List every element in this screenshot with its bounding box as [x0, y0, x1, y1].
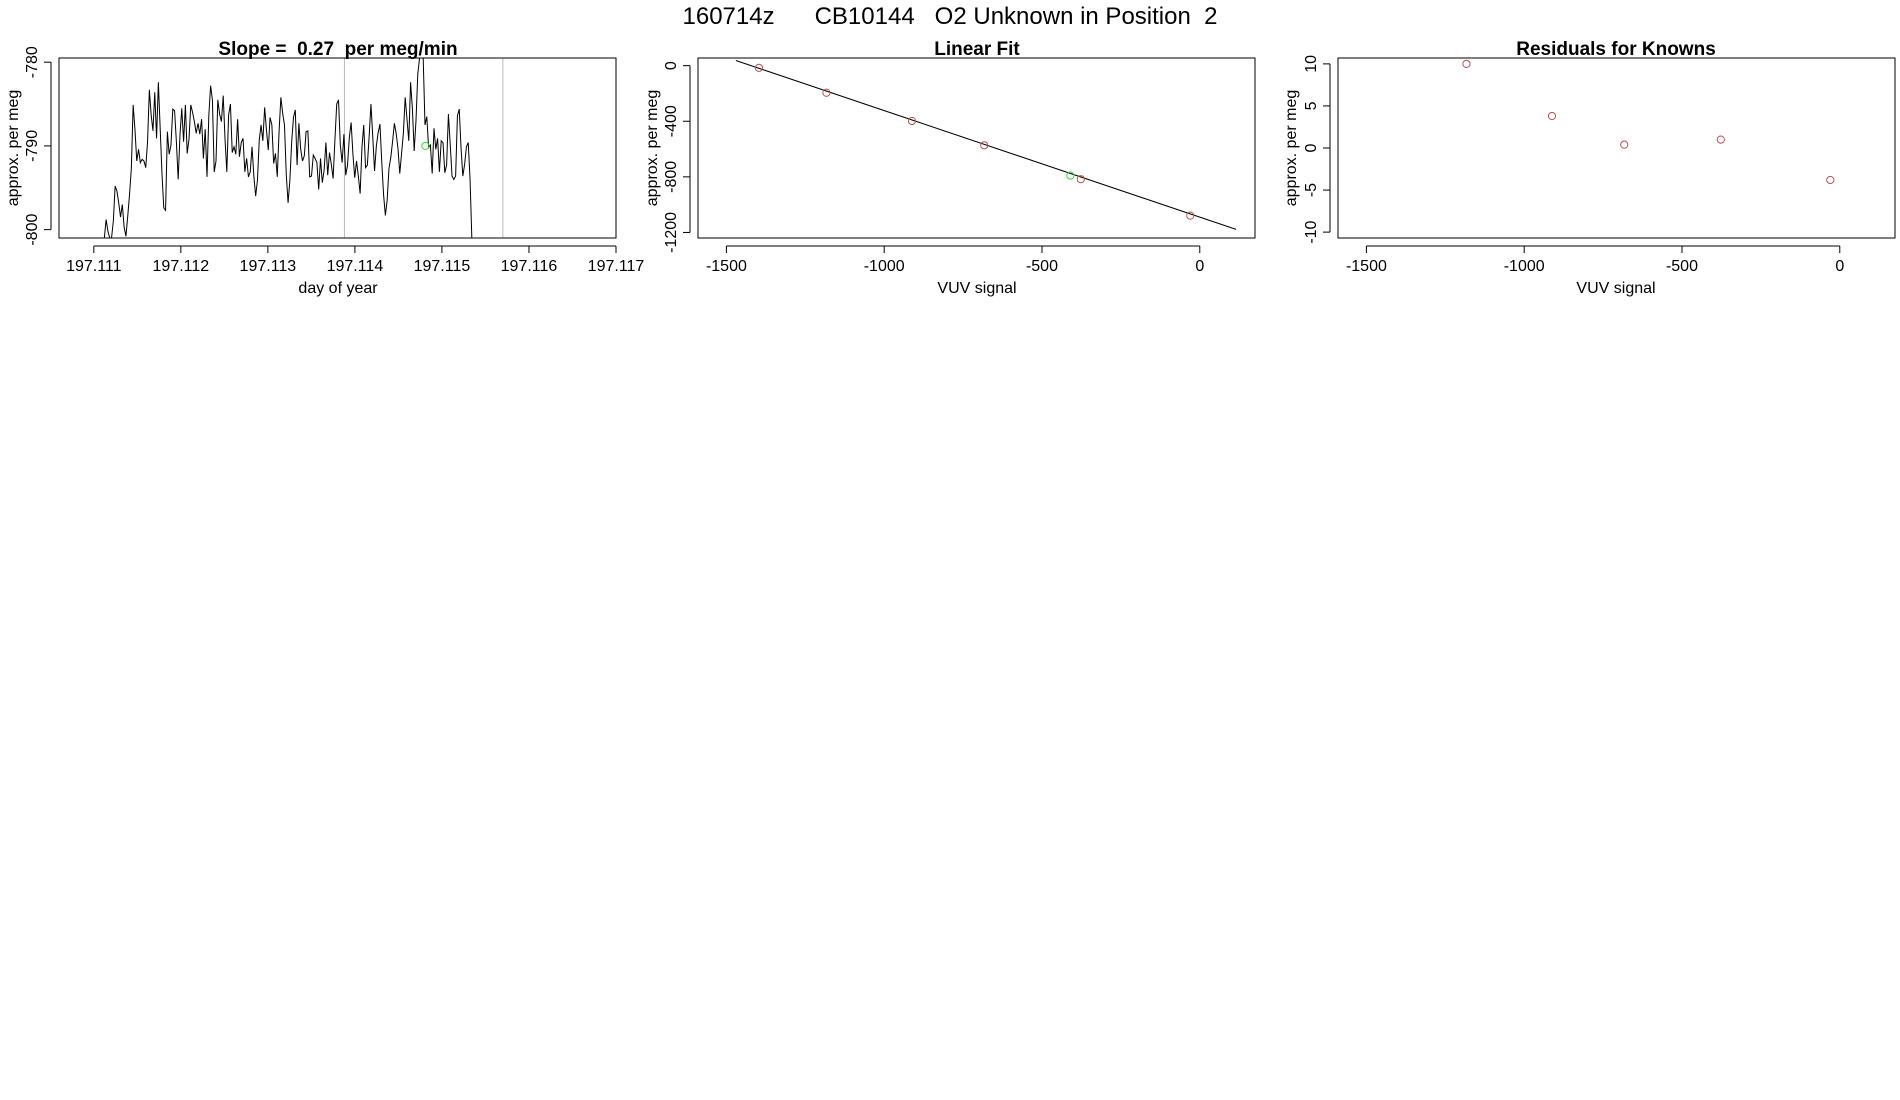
panel-3-plot-frame	[1337, 57, 1896, 239]
panel-3-title: Residuals for Knowns	[1516, 39, 1716, 60]
panel-2-y-tick-label: 0	[663, 61, 680, 70]
panel-1-title: Slope = 0.27 per meg/min	[218, 39, 457, 60]
panel-1-x-tick-label: 197.115	[414, 258, 471, 275]
panel-3-x-tick-label: -500	[1666, 258, 1698, 275]
panel-3-points	[1462, 59, 1835, 185]
panel-3-x-tick-label: 0	[1835, 258, 1844, 275]
panel-2-plot-frame	[697, 57, 1256, 239]
panel-1-y-axis: -780 -790 -800	[24, 46, 52, 246]
panel-1-y-tick-label: -780	[24, 46, 41, 78]
panel-residuals: Residuals for Knowns -1500 -1000 -500 0 10 5…	[1283, 39, 1896, 297]
panel-3-x-axis: -1500 -1000 -500 0	[1346, 245, 1844, 275]
panel-3-point	[1826, 175, 1835, 185]
panel-2-point	[1186, 211, 1195, 220]
panel-1-highlight-points	[421, 141, 430, 151]
panel-3-point	[1547, 111, 1557, 121]
panel-3-point	[1462, 59, 1471, 68]
panel-2-y-tick-label: -800	[663, 161, 680, 193]
panel-1-x-axis: 197.111 197.112 197.113 197.114 197.115 197.1…	[66, 245, 645, 275]
panel-1-x-tick-label: 197.112	[153, 258, 210, 275]
panel-3-y-axis: 10 5 0 -5 -10	[1303, 55, 1331, 244]
panel-3-y-tick-label: -5	[1303, 183, 1320, 197]
panel-1-x-axis-label: day of year	[298, 280, 378, 297]
panel-3-x-tick-label: -1000	[1504, 258, 1545, 275]
panel-3-y-tick-label: 10	[1303, 55, 1320, 73]
panel-1-y-axis-label: approx. per meg	[5, 90, 22, 207]
panel-2-point	[907, 116, 917, 126]
panel-2-y-tick-label: -1200	[663, 212, 680, 253]
panel-2-point	[1076, 175, 1085, 184]
panel-1-x-tick-label: 197.111	[66, 258, 122, 275]
panel-2-highlight-point	[1066, 171, 1075, 180]
panel-2-x-tick-label: -500	[1026, 258, 1058, 275]
panel-2-x-axis: -1500 -1000 -500 0	[706, 245, 1204, 275]
figure-main-title: 160714z CB10144 O2 Unknown in Position 2	[683, 3, 1218, 30]
panel-2-point	[754, 63, 764, 72]
panel-2-title: Linear Fit	[934, 39, 1020, 60]
panel-2-x-tick-label: -1000	[864, 258, 905, 275]
panel-1-y-tick-label: -800	[24, 214, 41, 246]
panel-3-y-tick-label: 0	[1303, 143, 1320, 152]
panel-3-y-tick-label: 5	[1303, 101, 1320, 110]
panel-3-x-axis-label: VUV signal	[1576, 280, 1655, 297]
panel-2-x-tick-label: 0	[1195, 258, 1204, 275]
panel-2-y-axis-label: approx. per meg	[644, 90, 661, 207]
panel-1-x-tick-label: 197.113	[240, 258, 297, 275]
panel-2-x-tick-label: -1500	[706, 258, 747, 275]
panel-1-x-tick-label: 197.114	[327, 258, 384, 275]
panel-2-points	[754, 63, 1195, 220]
panel-linear-fit: Linear Fit -1500 -1000 -500 0 0 -400 -800 -120…	[644, 39, 1256, 297]
panel-timeseries: Slope = 0.27 per meg/min 197.111 197.112 1…	[5, 39, 644, 297]
panel-3-y-tick-label: -10	[1303, 220, 1320, 243]
panel-2-y-tick-label: -400	[663, 105, 680, 137]
panel-3-point	[1716, 135, 1725, 144]
panel-1-highlight-point	[421, 141, 430, 151]
panel-3-x-tick-label: -1500	[1346, 258, 1387, 275]
panel-2-point	[980, 141, 989, 150]
panel-2-y-axis: 0 -400 -800 -1200	[663, 61, 691, 253]
panel-1-series-line	[102, 57, 473, 239]
panel-3-y-axis-label: approx. per meg	[1283, 90, 1300, 207]
panel-1-x-tick-label: 197.116	[501, 258, 558, 275]
panel-2-point	[822, 88, 831, 97]
panel-1-x-tick-label: 197.117	[588, 258, 645, 275]
panel-2-fit-line	[735, 60, 1237, 230]
panel-1-y-tick-label: -790	[24, 130, 41, 162]
panel-1-plot-frame	[58, 57, 617, 239]
panel-3-point	[1620, 140, 1629, 149]
panel-2-x-axis-label: VUV signal	[937, 280, 1016, 297]
